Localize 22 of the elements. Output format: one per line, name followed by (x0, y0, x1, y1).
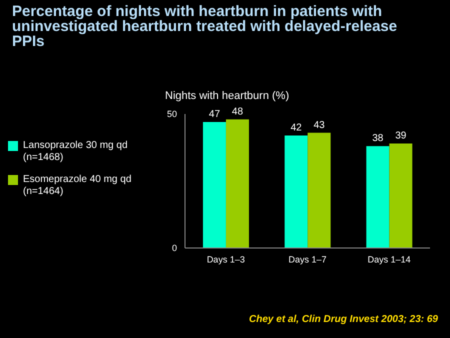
data-label: 42 (290, 122, 302, 134)
bar (202, 122, 226, 248)
bar (226, 119, 249, 248)
data-label: 39 (395, 130, 407, 142)
bar (389, 143, 412, 248)
bar (308, 132, 331, 248)
x-tick-label: Days 1–14 (368, 254, 411, 264)
x-tick-label: Days 1–7 (288, 254, 327, 264)
chart-title: Percentage of nights with heartburn in patients with uninvestigated heartburn treated with delayed-release PPIs (12, 3, 398, 50)
text: Chey et al, Clin Drug Invest 2003; 23: 69 (249, 314, 438, 325)
x-tick-label: Days 1–3 (206, 254, 245, 264)
y-tick-label: 50 (166, 109, 177, 120)
bar (284, 135, 308, 248)
y-tick-label: 0 (172, 243, 177, 254)
data-label: 38 (372, 133, 384, 144)
data-label: 43 (314, 120, 326, 131)
data-label: 48 (232, 106, 244, 118)
legend-label: Esomeprazole 40 mg qd (n=1464) (23, 174, 132, 198)
data-label: 47 (208, 109, 220, 120)
bar (366, 146, 390, 248)
y-axis-title: Nights with heartburn (%) (165, 90, 290, 102)
legend-label: Lansoprazole 30 mg qd (n=1468) (23, 140, 129, 164)
